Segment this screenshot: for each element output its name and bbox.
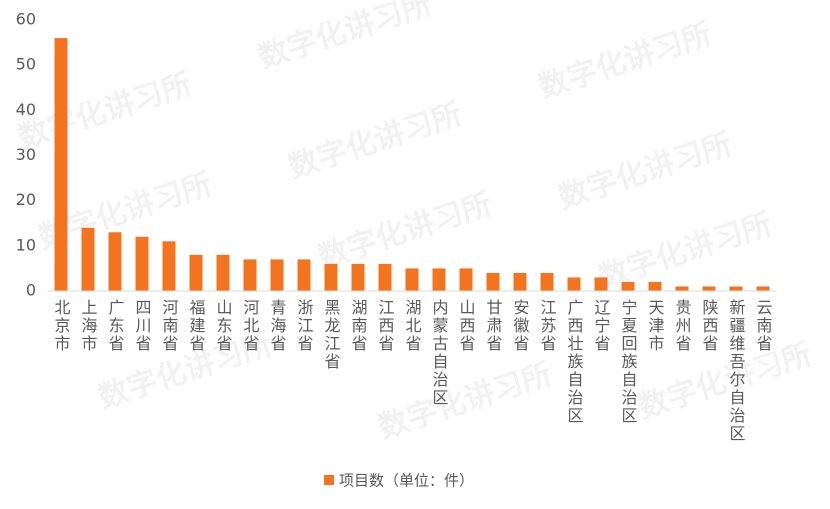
x-tick-label: 云南省 (754, 299, 773, 353)
bar (648, 281, 662, 291)
watermark: 数字化讲习所 (254, 0, 436, 76)
bar (459, 268, 473, 291)
bar (216, 254, 230, 291)
bar (270, 259, 284, 291)
x-tick-label: 四川省 (133, 299, 152, 353)
x-tick-label: 北京市 (52, 299, 71, 353)
y-tick-label: 30 (16, 145, 36, 164)
bar (162, 241, 176, 291)
bar (54, 38, 68, 291)
x-tick-label: 河北省 (241, 299, 260, 353)
bar (324, 263, 338, 291)
x-tick-label: 陕西省 (700, 299, 719, 353)
x-tick-label: 辽宁省 (592, 299, 611, 353)
bar (756, 286, 770, 291)
bar (108, 232, 122, 291)
x-tick-label: 内蒙古自治区 (430, 299, 449, 407)
bar (729, 286, 743, 291)
watermark: 数字化讲习所 (284, 97, 466, 186)
x-tick-label: 天津市 (646, 299, 665, 353)
bar (297, 259, 311, 291)
y-tick-label: 10 (16, 235, 36, 254)
legend-swatch (324, 475, 334, 485)
y-tick-label: 60 (16, 10, 36, 29)
bar (675, 286, 689, 291)
x-tick-label: 安徽省 (511, 299, 530, 353)
watermark: 数字化讲习所 (554, 127, 736, 216)
bar (378, 263, 392, 291)
x-tick-label: 福建省 (187, 299, 206, 353)
x-tick-label: 宁夏回族自治区 (619, 299, 638, 425)
bar (351, 263, 365, 291)
bar (513, 272, 527, 291)
watermark: 数字化讲习所 (314, 187, 496, 276)
x-tick-label: 甘肃省 (484, 299, 503, 353)
x-tick-label: 山西省 (457, 299, 476, 353)
bar (567, 277, 581, 291)
x-tick-label: 广西壮族自治区 (565, 299, 584, 425)
bar (540, 272, 554, 291)
x-tick-label: 湖南省 (349, 299, 368, 353)
x-tick-label: 浙江省 (295, 299, 314, 353)
watermark: 数字化讲习所 (534, 17, 716, 106)
bar (621, 281, 635, 291)
y-tick-label: 40 (16, 100, 36, 119)
bar (486, 272, 500, 291)
bar (243, 259, 257, 291)
bar (189, 254, 203, 291)
bar (81, 227, 95, 291)
x-tick-label: 江西省 (376, 299, 395, 353)
x-tick-label: 山东省 (214, 299, 233, 353)
bar (405, 268, 419, 291)
watermark: 数字化讲习所 (374, 357, 556, 446)
x-tick-label: 上海市 (79, 299, 98, 353)
x-tick-label: 贵州省 (673, 299, 692, 353)
x-tick-label: 青海省 (268, 299, 287, 353)
x-tick-label: 河南省 (160, 299, 179, 353)
x-tick-label: 广东省 (106, 299, 125, 353)
bar (135, 236, 149, 291)
x-tick-label: 湖北省 (403, 299, 422, 353)
x-tick-label: 新疆维吾尔自治区 (727, 299, 746, 443)
y-tick-label: 20 (16, 190, 36, 209)
bar (702, 286, 716, 291)
watermark: 数字化讲习所 (14, 67, 196, 156)
bar (432, 268, 446, 291)
legend-label: 项目数（单位：件） (339, 472, 474, 490)
x-tick-label: 江苏省 (538, 299, 557, 353)
x-tick-label: 黑龙江省 (322, 299, 341, 371)
y-tick-label: 50 (16, 55, 36, 74)
y-tick-label: 0 (26, 281, 36, 300)
bar (594, 277, 608, 291)
